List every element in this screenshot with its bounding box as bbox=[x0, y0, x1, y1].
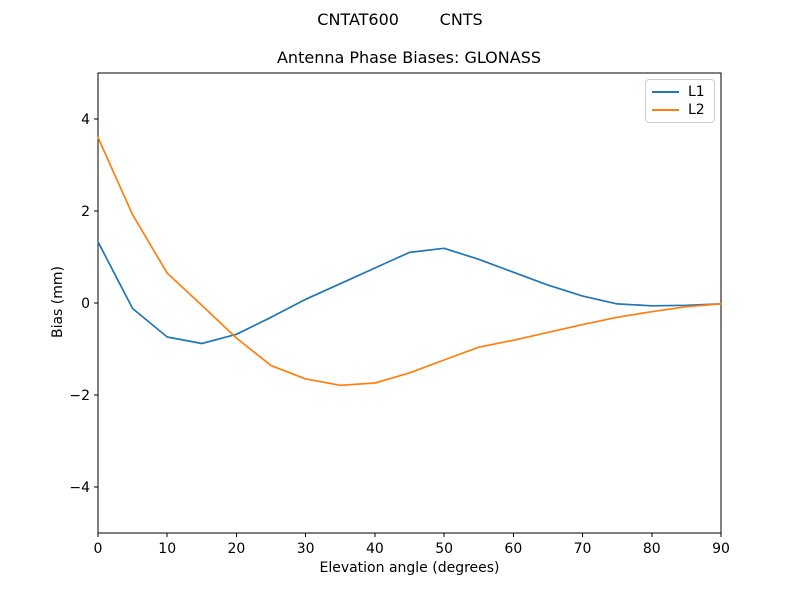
x-tick-label: 90 bbox=[712, 541, 730, 557]
x-tick-label: 60 bbox=[504, 541, 522, 557]
figure-suptitle: CNTAT600 CNTS bbox=[317, 10, 483, 29]
y-tick-label: 2 bbox=[81, 204, 90, 220]
axes-title: Antenna Phase Biases: GLONASS bbox=[276, 48, 541, 67]
line-L2 bbox=[97, 136, 722, 387]
legend-swatch-L2 bbox=[652, 108, 679, 111]
legend: L1 L2 bbox=[645, 79, 715, 123]
x-tick-label: 80 bbox=[643, 541, 661, 557]
y-axis-label-text: Bias (mm) bbox=[50, 265, 66, 339]
legend-label-L1: L1 bbox=[688, 84, 705, 101]
legend-entry-L1: L1 bbox=[652, 85, 708, 99]
y-tick-label: −2 bbox=[69, 388, 90, 404]
x-tick-label: 50 bbox=[435, 541, 453, 557]
x-tick-label: 40 bbox=[366, 541, 384, 557]
x-tick-label: 10 bbox=[158, 541, 176, 557]
y-tick-label: 0 bbox=[81, 296, 90, 312]
x-tick-label: 30 bbox=[297, 541, 315, 557]
y-tick-label: 4 bbox=[81, 112, 90, 128]
legend-label-L2: L2 bbox=[688, 101, 705, 118]
axes-spines bbox=[97, 72, 722, 534]
legend-entry-L2: L2 bbox=[652, 103, 708, 117]
legend-swatch-L1 bbox=[652, 91, 679, 94]
x-tick-label: 20 bbox=[228, 541, 246, 557]
x-tick-label: 70 bbox=[574, 541, 592, 557]
line-L1 bbox=[97, 240, 722, 345]
y-tick-label: −4 bbox=[69, 480, 90, 496]
x-axis-label: Elevation angle (degrees) bbox=[319, 560, 500, 576]
x-tick-label: 0 bbox=[94, 541, 103, 557]
